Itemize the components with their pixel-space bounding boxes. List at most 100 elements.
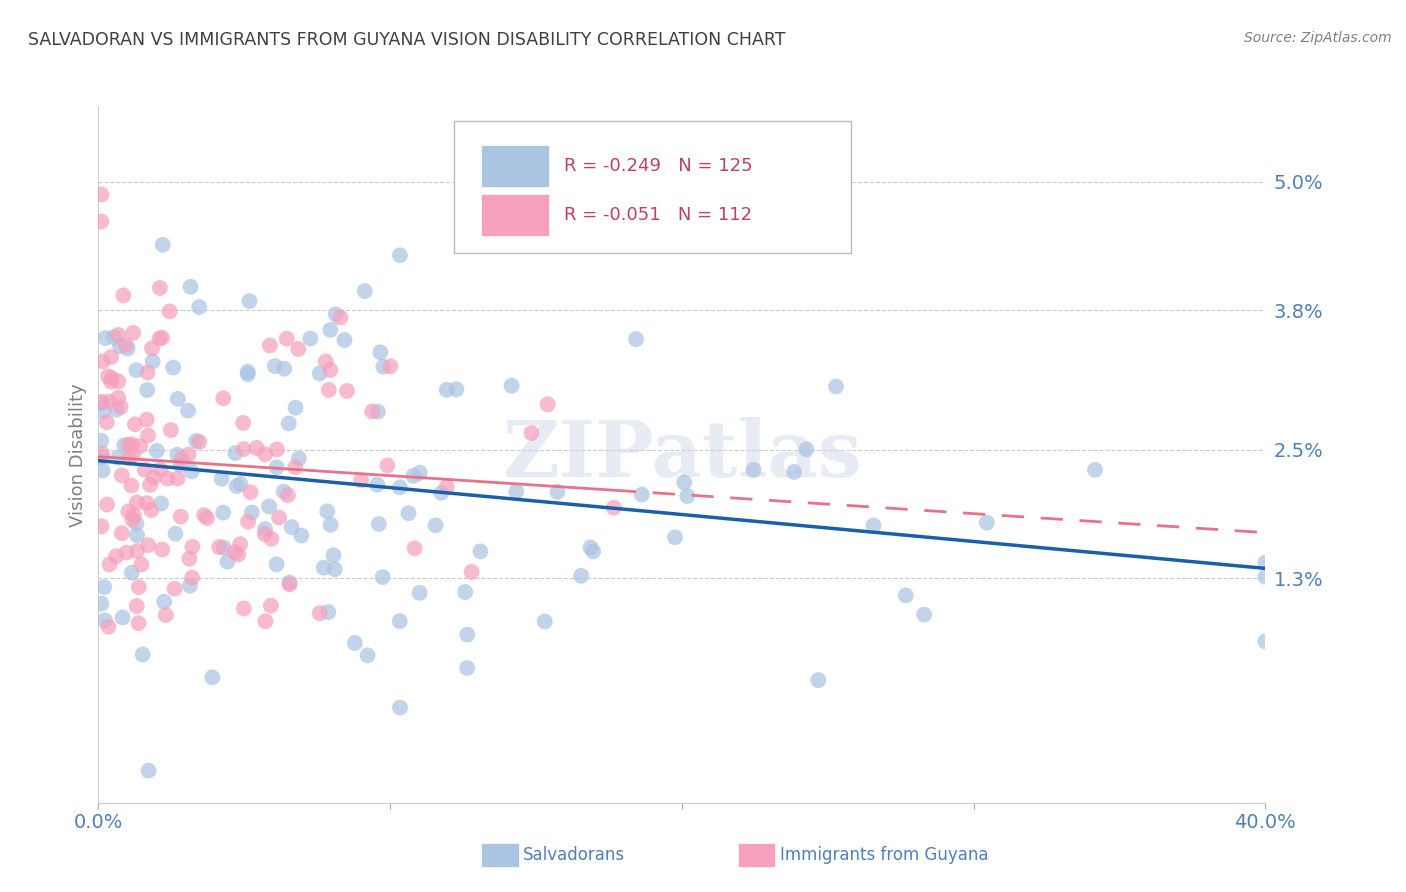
Point bbox=[156, 472, 179, 486]
Point bbox=[180, 465, 202, 479]
Point bbox=[212, 541, 235, 555]
Point bbox=[181, 571, 204, 585]
Point bbox=[388, 614, 411, 628]
Point bbox=[308, 606, 330, 620]
Point bbox=[520, 425, 543, 440]
Point bbox=[825, 379, 848, 393]
Point bbox=[367, 516, 389, 531]
Point bbox=[90, 214, 112, 228]
Point bbox=[603, 500, 626, 515]
Point bbox=[315, 354, 337, 368]
Point bbox=[166, 471, 188, 485]
Point bbox=[377, 458, 399, 473]
Point bbox=[170, 509, 193, 524]
Point bbox=[100, 350, 122, 364]
Point bbox=[96, 498, 118, 512]
Point bbox=[408, 586, 430, 600]
FancyBboxPatch shape bbox=[481, 843, 519, 867]
Point bbox=[229, 476, 252, 491]
Point bbox=[142, 470, 165, 484]
Point bbox=[188, 300, 211, 314]
Point bbox=[105, 402, 128, 417]
Point bbox=[94, 331, 117, 345]
Point bbox=[142, 354, 165, 368]
Point bbox=[195, 511, 218, 525]
Point bbox=[404, 541, 426, 556]
Point bbox=[117, 437, 139, 451]
Point bbox=[115, 338, 138, 352]
Point bbox=[97, 369, 120, 384]
Point bbox=[316, 605, 339, 619]
Point bbox=[240, 506, 263, 520]
Point bbox=[193, 508, 215, 523]
Point bbox=[212, 506, 235, 520]
Point bbox=[280, 520, 302, 534]
Point bbox=[1254, 556, 1277, 570]
Point bbox=[266, 558, 288, 572]
Point bbox=[148, 332, 170, 346]
Point bbox=[90, 434, 112, 448]
Point bbox=[290, 528, 312, 542]
Point bbox=[232, 442, 254, 456]
Point bbox=[224, 446, 246, 460]
Point bbox=[353, 284, 375, 298]
Point bbox=[783, 465, 806, 479]
Point bbox=[93, 580, 115, 594]
Point bbox=[312, 560, 335, 574]
Point bbox=[546, 484, 568, 499]
Point bbox=[224, 545, 246, 559]
Text: Salvadorans: Salvadorans bbox=[523, 846, 626, 864]
Point bbox=[107, 375, 129, 389]
Point bbox=[163, 582, 186, 596]
Point bbox=[107, 450, 129, 465]
Point bbox=[100, 375, 122, 389]
Point bbox=[582, 544, 605, 558]
Point bbox=[136, 366, 159, 380]
Point bbox=[180, 280, 202, 294]
Point bbox=[319, 517, 342, 532]
Point bbox=[232, 416, 254, 430]
Point bbox=[430, 485, 453, 500]
Point bbox=[664, 530, 686, 544]
Point bbox=[254, 522, 277, 536]
Point bbox=[388, 480, 411, 494]
Point bbox=[329, 310, 352, 325]
Text: SALVADORAN VS IMMIGRANTS FROM GUYANA VISION DISABILITY CORRELATION CHART: SALVADORAN VS IMMIGRANTS FROM GUYANA VIS… bbox=[28, 31, 786, 49]
Point bbox=[277, 488, 299, 502]
Point bbox=[179, 579, 201, 593]
Point bbox=[366, 477, 388, 491]
Point bbox=[149, 281, 172, 295]
Point bbox=[505, 484, 527, 499]
Point bbox=[136, 383, 159, 397]
Point bbox=[322, 548, 344, 562]
Point bbox=[131, 558, 153, 572]
Point bbox=[287, 342, 309, 356]
FancyBboxPatch shape bbox=[481, 145, 548, 187]
Point bbox=[325, 307, 347, 321]
Point bbox=[166, 448, 188, 462]
Point bbox=[100, 371, 122, 385]
Text: Immigrants from Guyana: Immigrants from Guyana bbox=[780, 846, 988, 864]
Point bbox=[533, 615, 555, 629]
Text: R = -0.249   N = 125: R = -0.249 N = 125 bbox=[564, 157, 752, 175]
Point bbox=[169, 458, 191, 472]
Y-axis label: Vision Disability: Vision Disability bbox=[69, 383, 87, 527]
Point bbox=[318, 383, 340, 397]
Point bbox=[91, 354, 114, 368]
Point bbox=[150, 496, 173, 510]
Point bbox=[129, 439, 152, 453]
Point bbox=[170, 451, 193, 466]
Point bbox=[135, 412, 157, 426]
Point bbox=[454, 585, 477, 599]
Point bbox=[110, 400, 132, 414]
Point bbox=[91, 450, 114, 464]
Point bbox=[90, 597, 112, 611]
Point bbox=[356, 648, 378, 663]
Point bbox=[181, 540, 204, 554]
Point bbox=[125, 544, 148, 558]
Point bbox=[254, 614, 277, 628]
Point bbox=[107, 391, 129, 405]
Point bbox=[343, 636, 366, 650]
Point bbox=[160, 423, 183, 437]
Point bbox=[273, 361, 295, 376]
